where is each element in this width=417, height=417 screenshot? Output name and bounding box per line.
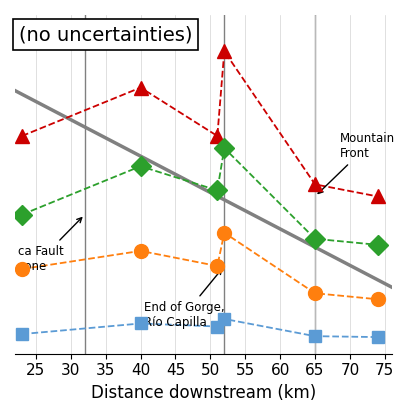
Text: (no uncertainties): (no uncertainties) <box>19 25 192 44</box>
Text: Mountain
Front: Mountain Front <box>318 132 394 193</box>
Text: ca Fault
cone: ca Fault cone <box>18 218 82 273</box>
Text: End of Gorge,
Río Capilla: End of Gorge, Río Capilla <box>144 269 225 329</box>
X-axis label: Distance downstream (km): Distance downstream (km) <box>91 384 316 402</box>
